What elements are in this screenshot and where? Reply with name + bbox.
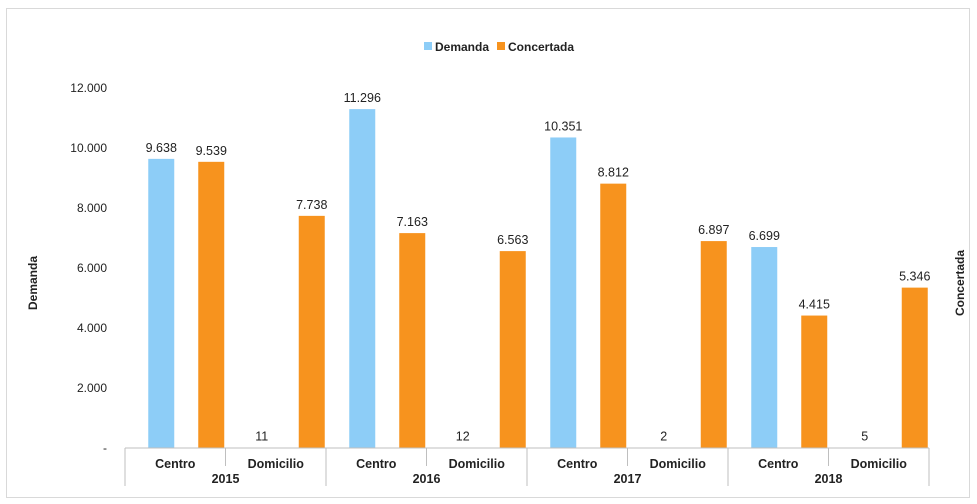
x-group-label: 2016 — [413, 472, 441, 486]
data-label: 8.812 — [598, 166, 629, 180]
data-label: 9.539 — [196, 144, 227, 158]
data-label: 12 — [456, 430, 470, 444]
bar-concertada — [298, 215, 325, 448]
y-tick-label: 10.000 — [70, 141, 107, 155]
data-label: 4.415 — [799, 298, 830, 312]
data-label: 7.738 — [296, 198, 327, 212]
x-tick-label: Domicilio — [449, 457, 506, 471]
bars — [148, 109, 928, 449]
data-label: 2 — [660, 430, 667, 444]
y-tick-label: 8.000 — [77, 201, 107, 215]
data-label: 10.351 — [544, 119, 582, 133]
bar-concertada — [600, 183, 627, 448]
y-tick-label: 2.000 — [77, 381, 107, 395]
y-tick-label: 12.000 — [70, 81, 107, 95]
bar-demanda — [349, 109, 376, 449]
x-tick-label: Domicilio — [248, 457, 305, 471]
x-group-label: 2015 — [212, 472, 240, 486]
legend: Demanda Concertada — [424, 40, 574, 54]
x-tick-label: Centro — [356, 457, 397, 471]
x-group-label: 2017 — [614, 472, 642, 486]
x-group-label: 2018 — [815, 472, 843, 486]
legend-swatch-demanda — [424, 42, 432, 50]
bar-concertada — [901, 287, 928, 448]
x-axis: Centro Domicilio Centro Domicilio Centro Domi… — [124, 447, 930, 486]
y-tick-label: 4.000 — [77, 321, 107, 335]
legend-label-demanda: Demanda — [435, 40, 489, 54]
data-label: 5 — [861, 430, 868, 444]
y-tick-label: 6.000 — [77, 261, 107, 275]
bar-concertada — [399, 233, 426, 448]
data-label: 6.699 — [749, 229, 780, 243]
x-tick-label: Domicilio — [650, 457, 707, 471]
data-label: 9.638 — [146, 141, 177, 155]
data-label: 6.897 — [698, 223, 729, 237]
data-label: 11.296 — [344, 91, 381, 105]
y-axis-ticks: - 2.000 4.000 6.000 8.000 10.000 12.000 — [70, 81, 107, 455]
secondary-y-axis-title: Concertada — [953, 250, 967, 316]
data-labels: 9.638 11 11.296 12 10.351 2 6.699 5 9.539 7.738 7.… — [146, 91, 931, 444]
x-tick-label: Centro — [155, 457, 196, 471]
legend-swatch-concertada — [497, 42, 505, 50]
x-tick-label: Domicilio — [851, 457, 908, 471]
x-tick-label: Centro — [557, 457, 598, 471]
legend-label-concertada: Concertada — [508, 40, 574, 54]
y-tick-label: - — [103, 441, 107, 455]
x-tick-label: Centro — [758, 457, 799, 471]
bar-concertada — [801, 315, 828, 448]
data-label: 7.163 — [397, 215, 428, 229]
y-axis-title: Demanda — [26, 256, 40, 310]
bar-concertada — [198, 161, 225, 448]
data-label: 6.563 — [497, 233, 528, 247]
bar-demanda — [751, 247, 778, 448]
bar-concertada — [700, 241, 727, 448]
data-label: 5.346 — [899, 270, 930, 284]
data-label: 11 — [255, 430, 268, 444]
bar-demanda — [148, 158, 175, 449]
bar-demanda — [550, 137, 577, 448]
bar-concertada — [499, 251, 526, 448]
